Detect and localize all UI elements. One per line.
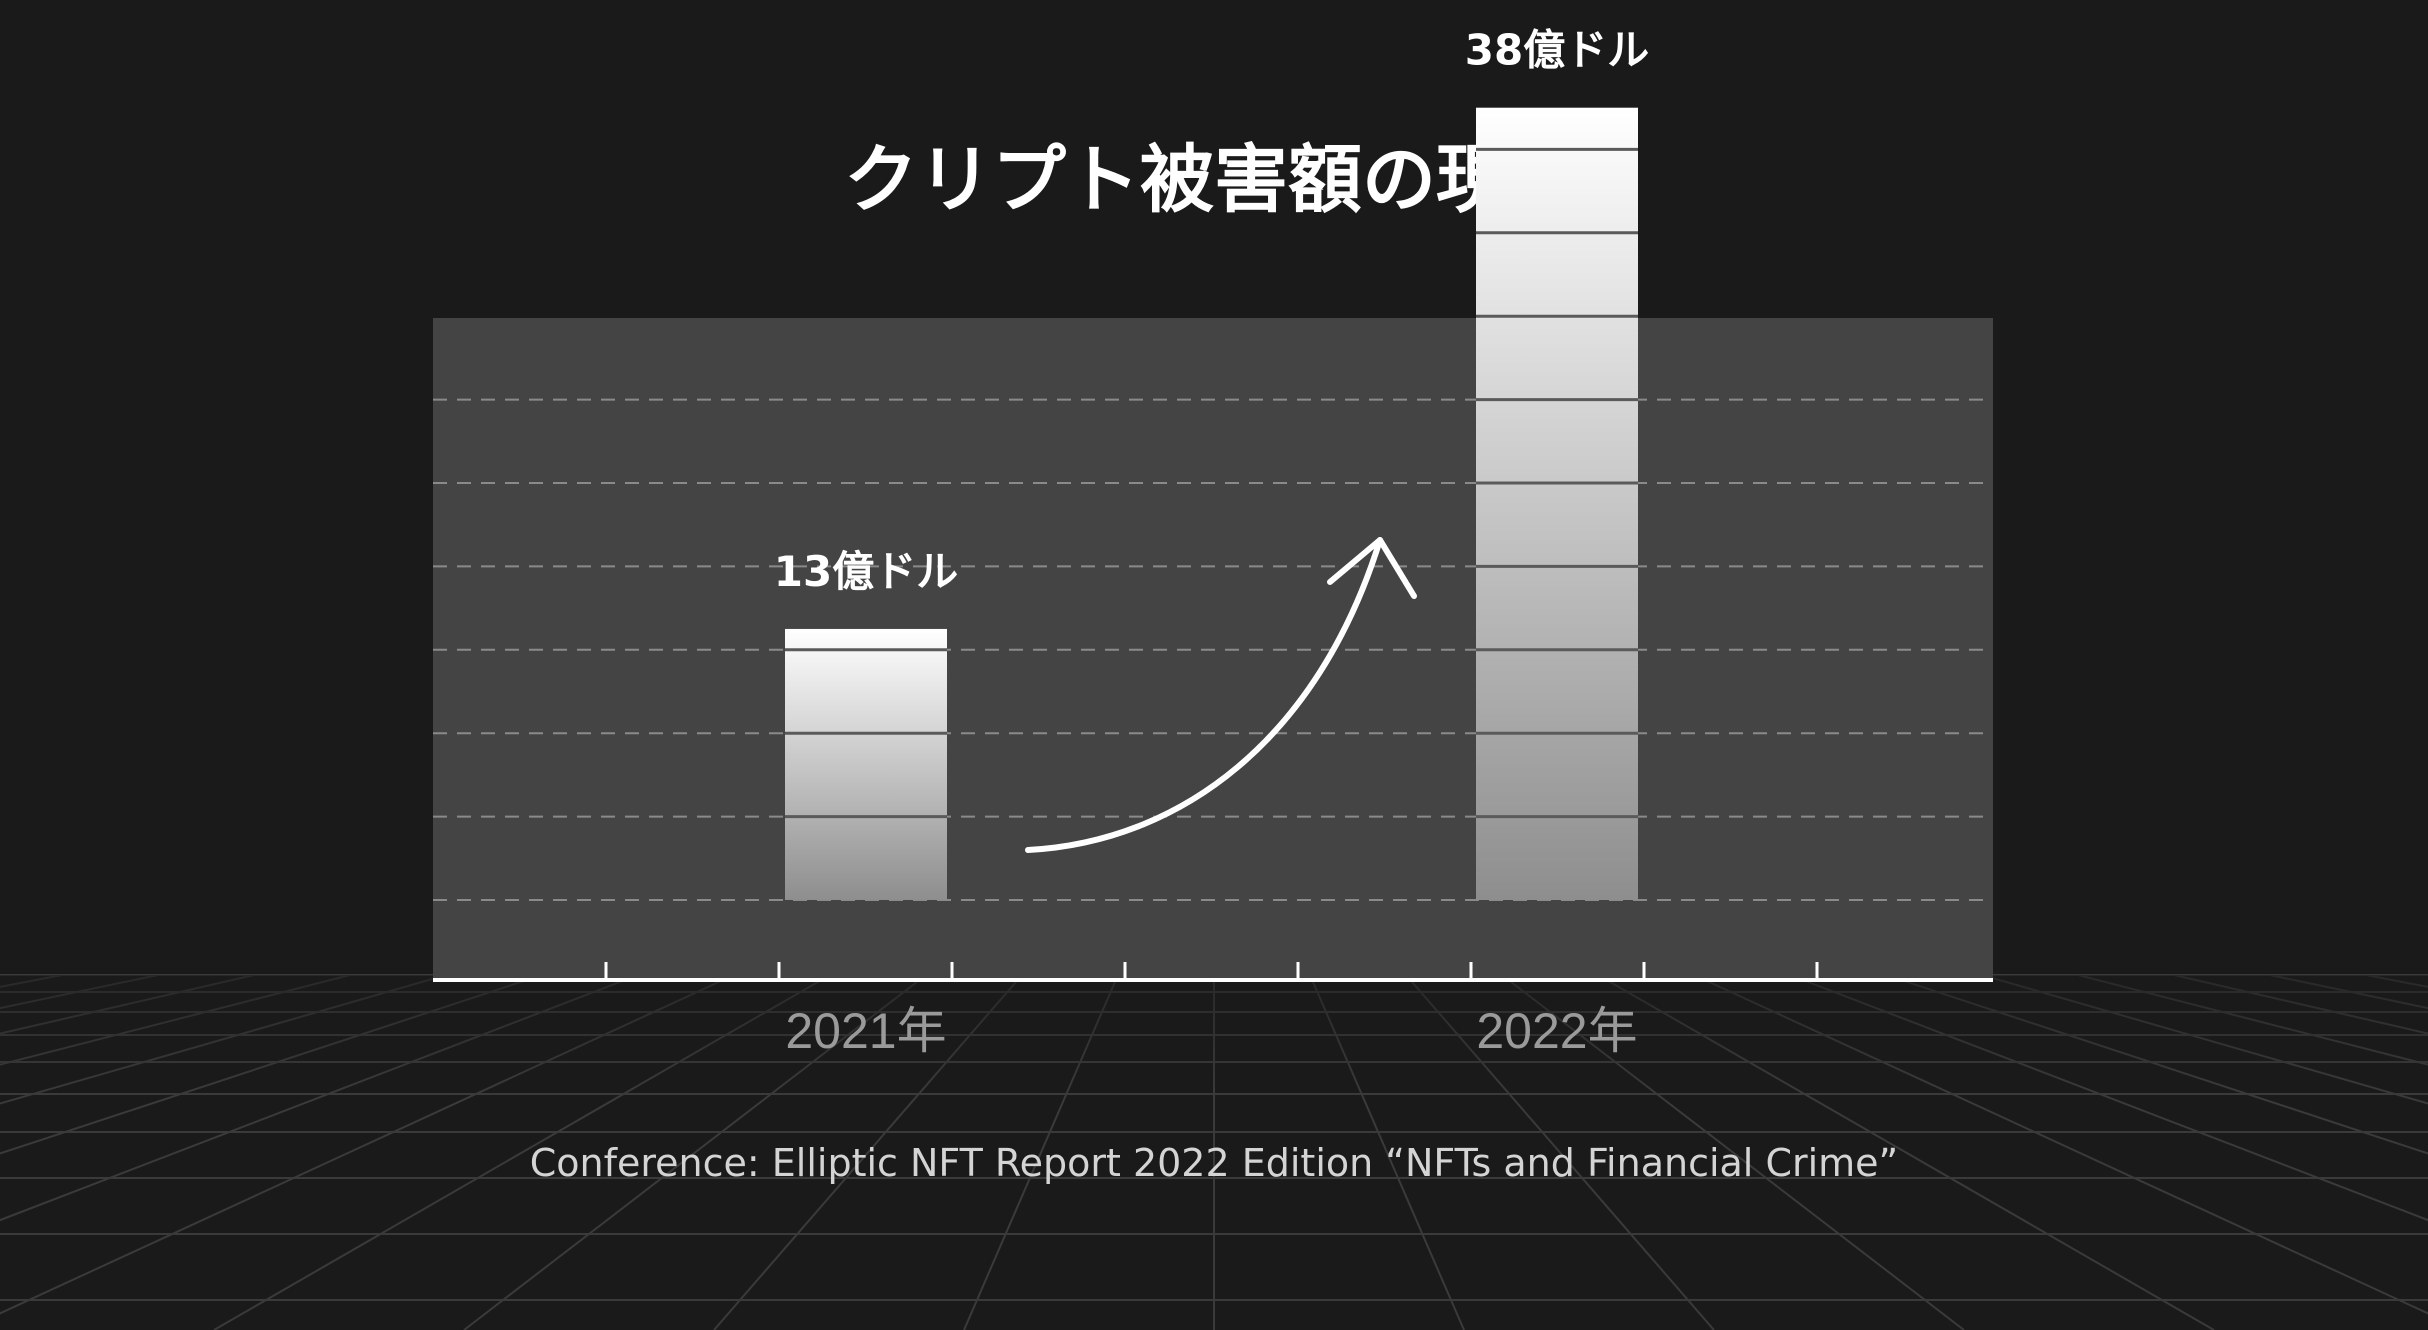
bar xyxy=(785,628,947,900)
floor-fade xyxy=(0,975,2428,1095)
bar-value-label: 38億ドル xyxy=(1465,26,1649,75)
x-tick-label: 2022年 xyxy=(1476,1003,1637,1059)
bar xyxy=(1476,107,1638,900)
x-axis-ticks xyxy=(604,962,1819,980)
x-axis-labels: 2021年 2022年 xyxy=(785,1003,1637,1059)
value-labels: 13億ドル 38億ドル xyxy=(774,26,1649,596)
source-caption: Conference: Elliptic NFT Report 2022 Edi… xyxy=(530,1141,1899,1185)
gridlines xyxy=(433,398,1993,901)
bar-value-label: 13億ドル xyxy=(774,547,958,596)
arrow-head-icon xyxy=(1327,537,1417,599)
bars xyxy=(785,107,1638,900)
growth-arrow xyxy=(1025,537,1383,853)
chart-title: クリプト被害額の現状 xyxy=(844,137,1585,223)
x-tick-label: 2021年 xyxy=(785,1003,946,1059)
